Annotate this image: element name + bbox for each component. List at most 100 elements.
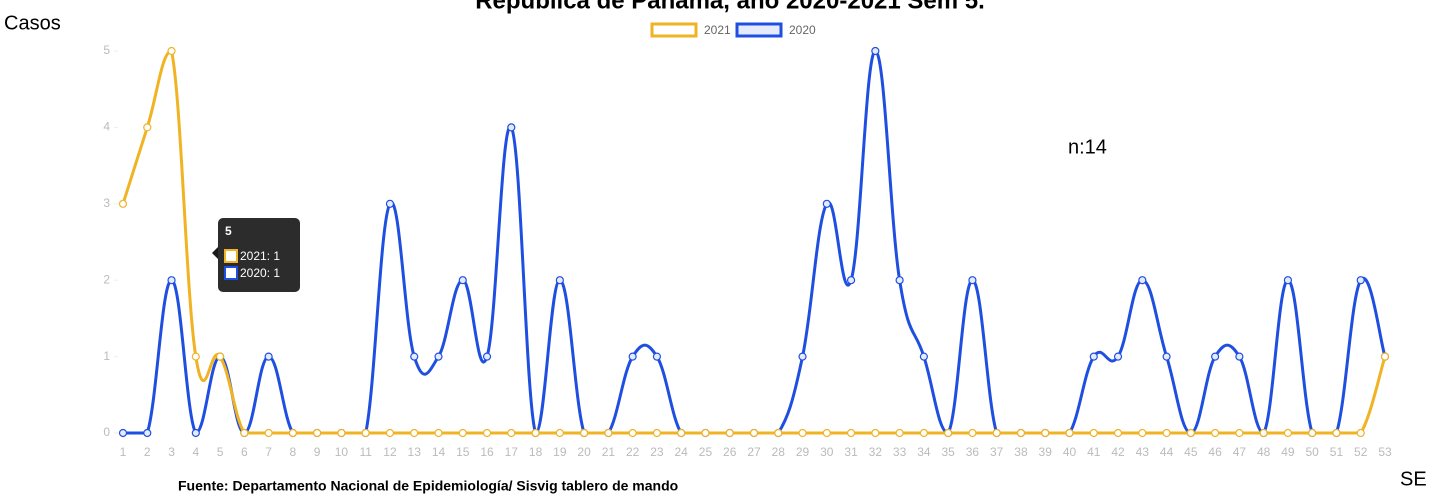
x-tick-label: 4 [192,445,199,459]
point [725,428,734,438]
point [167,276,176,285]
point [846,276,856,285]
tooltip: 5 2021: 1 2020: 1 [212,218,300,292]
point [167,46,176,56]
legend-label: 2020 [789,23,816,37]
point [677,428,686,438]
x-tick-label: 41 [1087,445,1101,459]
legend-label: 2021 [704,23,731,37]
point [118,199,128,208]
y-tick-label: 2 [103,272,110,286]
x-tick-label: 34 [917,445,931,459]
source: Fuente: Departamento Nacional de Epidemi… [178,478,678,494]
point [1308,428,1317,438]
point [434,428,443,438]
point [1380,352,1390,361]
x-tick-label: 8 [290,445,297,459]
point [798,428,807,438]
point [264,352,273,361]
point [143,123,152,132]
x-tick-label: 30 [820,445,834,459]
point [919,352,928,361]
point [1089,352,1098,361]
point [919,428,928,438]
point [410,352,419,361]
point [1162,428,1171,438]
point [798,352,807,361]
x-tick-label: 42 [1111,445,1125,459]
x-tick-label: 24 [675,445,689,459]
point [652,428,662,438]
point [288,428,297,438]
x-tick-label: 10 [335,445,349,459]
point [143,428,152,438]
point [555,428,564,438]
tooltip-item: 2021: 1 [240,249,280,263]
point [944,428,953,438]
x-tick-label: 9 [314,445,321,459]
x-tick-label: 38 [1014,445,1028,459]
point [1089,428,1098,438]
tooltip-arrow [212,247,218,259]
point [774,428,783,438]
x-tick-label: 5 [217,445,224,459]
point [264,428,273,438]
point [652,352,662,361]
x-tick-label: 46 [1208,445,1222,459]
x-tick-label: 53 [1378,445,1392,459]
point [531,428,540,438]
y-tick-label: 0 [103,425,110,439]
series-line [121,49,1387,435]
x-tick-label: 18 [529,445,543,459]
point [434,352,443,361]
x-tick-label: 22 [626,445,640,459]
point [992,428,1001,438]
point [1113,352,1123,361]
tooltip-box [218,218,300,292]
x-tick-label: 51 [1330,445,1344,459]
point [1211,428,1220,438]
x-tick-label: 3 [168,445,175,459]
y-tick-label: 3 [103,196,110,210]
point [1235,428,1244,438]
point [482,352,492,361]
point [1162,352,1171,361]
x-tick-label: 15 [456,445,470,459]
point [458,428,467,438]
chart-title: República de Panamá, año 2020-2021 Sem 5… [475,0,985,14]
x-tick-label: 28 [772,445,786,459]
point [822,428,831,438]
point [458,276,467,285]
y-tick-label: 1 [103,349,110,363]
x-tick-label: 31 [844,445,858,459]
x-tick-label: 26 [723,445,737,459]
point [749,428,759,438]
point [701,428,710,438]
point [871,428,880,438]
point [968,276,977,285]
point [1332,428,1341,438]
x-tick-label: 40 [1063,445,1077,459]
point [1356,276,1365,285]
point [604,428,613,438]
series-line [122,49,1387,435]
tooltip-title: 5 [225,224,232,238]
y-axis-label: Casos [4,12,61,34]
point [1186,428,1195,438]
point [385,428,395,438]
x-tick-label: 7 [265,445,272,459]
x-axis-label: SE [1400,468,1427,490]
x-tick-label: 52 [1354,445,1368,459]
annotation: n:14 [1068,136,1107,158]
x-tick-label: 32 [869,445,883,459]
y-tick-label: 5 [103,43,110,57]
point [337,428,346,438]
point [846,428,856,438]
point [507,428,516,438]
x-tick-label: 39 [1039,445,1053,459]
x-tick-label: 29 [796,445,810,459]
point [628,352,637,361]
point [191,352,200,361]
x-tick-label: 25 [699,445,713,459]
